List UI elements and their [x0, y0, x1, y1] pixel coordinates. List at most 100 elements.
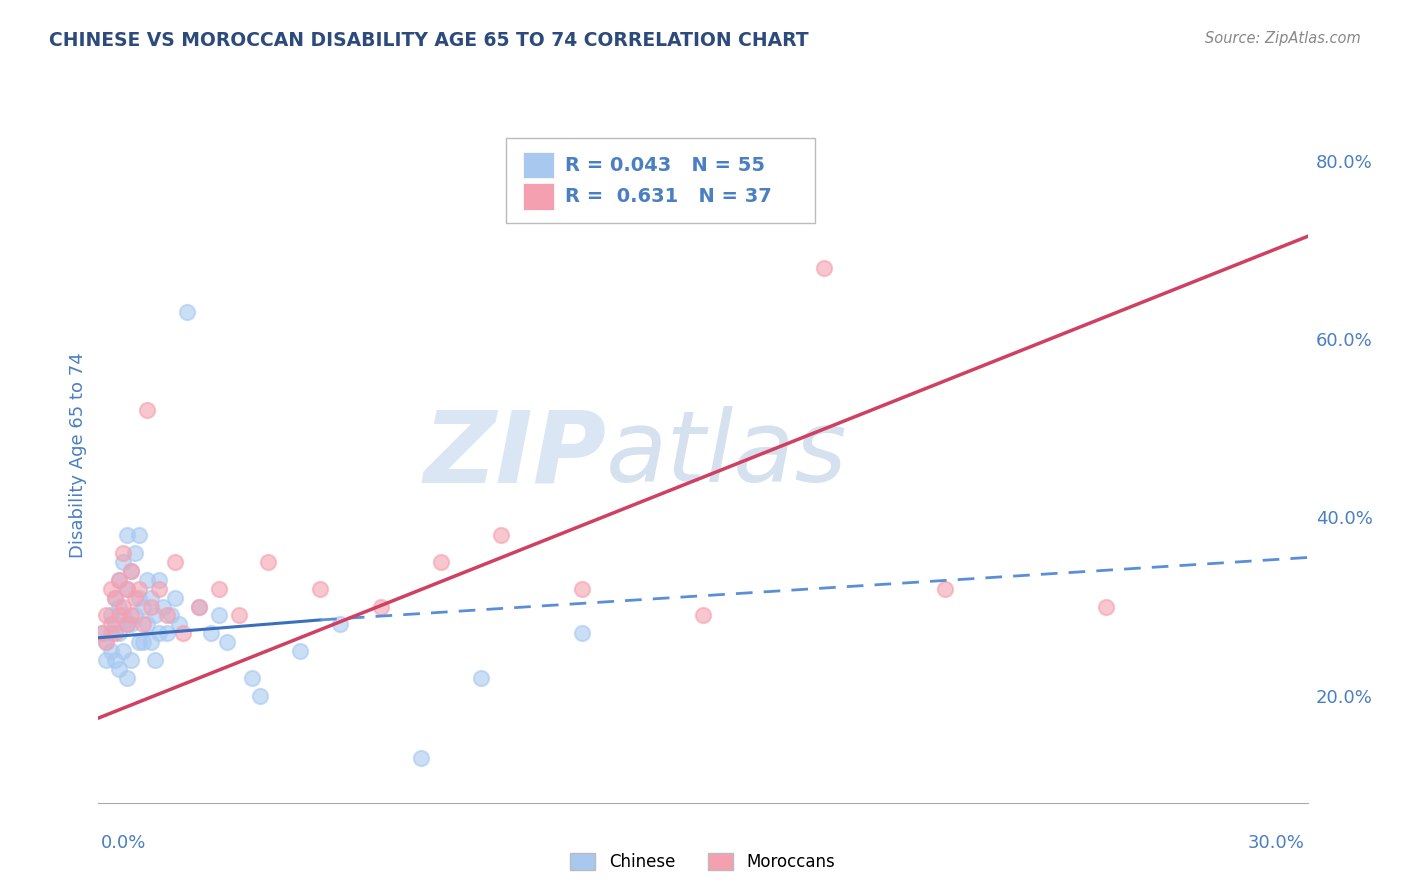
Point [934, 582, 956, 596]
Point [409, 751, 432, 765]
Point [120, 617, 142, 632]
Point [103, 626, 125, 640]
Point [139, 635, 162, 649]
Legend: Chinese, Moroccans: Chinese, Moroccans [564, 847, 842, 878]
Text: R =  0.631   N = 37: R = 0.631 N = 37 [565, 186, 772, 206]
Point [208, 582, 231, 596]
Point [107, 573, 129, 587]
Point [148, 573, 170, 587]
Text: 0.0%: 0.0% [101, 834, 146, 852]
Text: atlas: atlas [606, 407, 848, 503]
Point [1095, 599, 1118, 614]
Y-axis label: Disability Age 65 to 74: Disability Age 65 to 74 [69, 352, 87, 558]
Point [91, 626, 114, 640]
Point [571, 626, 593, 640]
Point [100, 608, 122, 623]
Point [692, 608, 714, 623]
Point [120, 564, 142, 578]
Point [176, 305, 198, 319]
Point [124, 591, 146, 605]
Point [100, 626, 122, 640]
Point [163, 591, 186, 605]
Point [115, 582, 138, 596]
Point [103, 617, 125, 632]
Point [132, 599, 155, 614]
Point [100, 617, 122, 632]
Point [152, 599, 174, 614]
Point [188, 599, 211, 614]
Point [96, 635, 118, 649]
Point [135, 403, 157, 417]
Point [107, 599, 129, 614]
Point [103, 653, 125, 667]
Text: ZIP: ZIP [423, 407, 606, 503]
Point [167, 617, 190, 632]
Point [172, 626, 194, 640]
Point [120, 653, 142, 667]
Point [160, 608, 183, 623]
Point [163, 555, 186, 569]
Point [143, 653, 166, 667]
Point [156, 608, 179, 623]
Point [96, 608, 118, 623]
Point [135, 617, 157, 632]
Point [132, 635, 155, 649]
Point [288, 644, 311, 658]
Point [111, 555, 134, 569]
Point [91, 626, 114, 640]
Point [100, 582, 122, 596]
Text: 30.0%: 30.0% [1249, 834, 1305, 852]
Point [813, 260, 835, 275]
Point [128, 528, 150, 542]
Point [200, 626, 222, 640]
Point [370, 599, 392, 614]
Point [240, 671, 263, 685]
Point [111, 546, 134, 560]
Point [249, 689, 271, 703]
Point [132, 617, 155, 632]
Point [115, 582, 138, 596]
Point [107, 608, 129, 623]
Point [107, 626, 129, 640]
Point [120, 564, 142, 578]
Point [115, 671, 138, 685]
Point [217, 635, 239, 649]
Text: CHINESE VS MOROCCAN DISABILITY AGE 65 TO 74 CORRELATION CHART: CHINESE VS MOROCCAN DISABILITY AGE 65 TO… [49, 31, 808, 50]
Point [120, 608, 142, 623]
Point [111, 608, 134, 623]
Point [128, 635, 150, 649]
Point [256, 555, 278, 569]
Point [111, 599, 134, 614]
Point [143, 608, 166, 623]
Point [430, 555, 453, 569]
Point [491, 528, 513, 542]
Point [107, 662, 129, 676]
Text: Source: ZipAtlas.com: Source: ZipAtlas.com [1205, 31, 1361, 46]
Point [128, 582, 150, 596]
Point [139, 591, 162, 605]
Point [148, 582, 170, 596]
Point [111, 644, 134, 658]
Point [124, 608, 146, 623]
Point [135, 573, 157, 587]
Point [124, 546, 146, 560]
Text: R = 0.043   N = 55: R = 0.043 N = 55 [565, 155, 765, 175]
Point [470, 671, 492, 685]
Point [115, 617, 138, 632]
Point [103, 591, 125, 605]
Point [103, 591, 125, 605]
Point [96, 653, 118, 667]
Point [228, 608, 250, 623]
Point [148, 626, 170, 640]
Point [309, 582, 332, 596]
Point [96, 635, 118, 649]
Point [156, 626, 179, 640]
Point [139, 599, 162, 614]
Point [329, 617, 352, 632]
Point [100, 644, 122, 658]
Point [571, 582, 593, 596]
Point [128, 591, 150, 605]
Point [115, 617, 138, 632]
Point [115, 528, 138, 542]
Point [107, 573, 129, 587]
